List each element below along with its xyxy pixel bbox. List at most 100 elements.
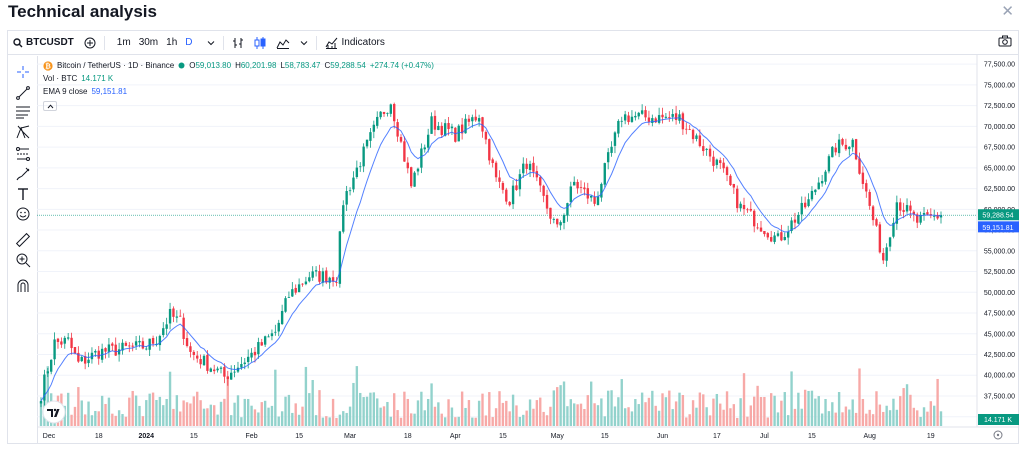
volume-bar bbox=[243, 398, 246, 426]
time-tick-label: 15 bbox=[190, 433, 198, 440]
tradingview-logo[interactable] bbox=[42, 400, 66, 424]
screenshot-button[interactable] bbox=[998, 35, 1012, 50]
candle-body bbox=[488, 139, 491, 161]
crosshair-icon[interactable] bbox=[15, 64, 31, 80]
candle-body bbox=[668, 117, 671, 118]
candle-body bbox=[233, 371, 236, 373]
volume-bar bbox=[450, 407, 454, 426]
candle-body bbox=[172, 308, 175, 317]
candle-body bbox=[359, 166, 362, 168]
legend-collapse-button[interactable] bbox=[43, 101, 57, 111]
volume-bar bbox=[719, 403, 722, 426]
candle-body bbox=[308, 277, 311, 282]
drawing-toolbar bbox=[8, 56, 38, 443]
price-tick-label: 77,500.00 bbox=[984, 62, 1015, 69]
volume-bar bbox=[573, 403, 576, 426]
chart-legend: ₿ Bitcoin / TetherUS · 1D · Binance O59,… bbox=[43, 59, 434, 111]
trend-line-icon[interactable] bbox=[15, 85, 31, 101]
volume-bar bbox=[355, 366, 359, 426]
candle-body bbox=[698, 135, 702, 147]
volume-bar bbox=[756, 385, 759, 426]
zoom-in-icon[interactable] bbox=[15, 252, 31, 268]
volume-bar bbox=[634, 399, 637, 426]
volume-bar bbox=[647, 397, 651, 426]
candle-body bbox=[467, 118, 471, 122]
candle-body bbox=[410, 167, 413, 187]
chevron-down-icon bbox=[207, 40, 214, 45]
interval-30m[interactable]: 30m bbox=[138, 37, 159, 48]
legend-close: 59,288.54 bbox=[330, 61, 366, 70]
volume-bar bbox=[474, 417, 477, 426]
candle-body bbox=[202, 355, 206, 366]
candle-body bbox=[253, 351, 257, 356]
legend-ema-row[interactable]: EMA 9 close 59,151.81 bbox=[43, 85, 434, 98]
candle-body bbox=[759, 227, 763, 232]
candles-style-button[interactable] bbox=[249, 31, 271, 55]
volume-bar bbox=[274, 369, 277, 426]
volume-bar bbox=[685, 417, 688, 426]
area-style-button[interactable] bbox=[271, 31, 295, 55]
candle-body bbox=[573, 181, 576, 186]
volume-bar bbox=[301, 406, 304, 426]
candle-body bbox=[199, 359, 202, 365]
candle-body bbox=[705, 148, 708, 150]
ruler-icon[interactable] bbox=[15, 232, 31, 248]
candle-body bbox=[457, 125, 460, 142]
interval-1m[interactable]: 1m bbox=[116, 37, 131, 48]
bar-chart-icon bbox=[232, 37, 243, 48]
volume-bar bbox=[535, 400, 539, 426]
bars-style-button[interactable] bbox=[227, 31, 249, 55]
close-icon[interactable]: ✕ bbox=[1001, 3, 1014, 20]
time-tick-label: 15 bbox=[808, 433, 816, 440]
volume-bar bbox=[134, 395, 138, 426]
candle-body bbox=[117, 349, 121, 355]
candle-body bbox=[134, 341, 138, 346]
candle-body bbox=[926, 212, 929, 215]
volume-bar bbox=[77, 387, 80, 426]
volume-bar bbox=[308, 393, 311, 426]
volume-bar bbox=[552, 390, 556, 426]
time-settings-button[interactable] bbox=[993, 430, 1003, 440]
volume-bar bbox=[637, 404, 640, 426]
candle-body bbox=[695, 135, 698, 139]
candle-body bbox=[73, 346, 77, 354]
compare-symbol-button[interactable] bbox=[79, 31, 101, 55]
candle-body bbox=[379, 111, 382, 118]
candle-body bbox=[556, 218, 559, 225]
candle-body bbox=[175, 316, 179, 318]
candle-body bbox=[613, 132, 617, 146]
horizontal-lines-icon[interactable] bbox=[15, 104, 31, 120]
volume-bar bbox=[936, 378, 939, 426]
chart-type-dropdown[interactable] bbox=[295, 31, 313, 55]
magnet-icon[interactable] bbox=[15, 278, 31, 294]
pitchfork-icon[interactable] bbox=[15, 124, 31, 140]
symbol-search[interactable]: BTCUSDT bbox=[8, 31, 79, 55]
interval-dropdown[interactable] bbox=[202, 31, 220, 55]
candle-body bbox=[471, 117, 474, 122]
interval-1h[interactable]: 1h bbox=[166, 37, 178, 48]
volume-bar bbox=[345, 412, 348, 426]
brush-icon[interactable] bbox=[15, 166, 31, 182]
volume-bar bbox=[501, 402, 505, 426]
candle-body bbox=[742, 204, 746, 210]
projection-icon[interactable] bbox=[15, 146, 31, 162]
candle-body bbox=[389, 104, 392, 114]
candle-body bbox=[355, 167, 359, 178]
legend-volume-row[interactable]: Vol · BTC 14.171 K bbox=[43, 72, 434, 85]
price-chart[interactable]: 77,500.00 75,000.00 72,500.00 70,000.00 67,5… bbox=[37, 55, 1019, 443]
interval-d[interactable]: D bbox=[185, 37, 193, 48]
price-tick-label: 72,500.00 bbox=[984, 103, 1015, 110]
emoji-icon[interactable] bbox=[15, 206, 31, 222]
candle-body bbox=[165, 324, 168, 329]
indicators-button[interactable]: Indicators bbox=[320, 31, 390, 55]
text-icon[interactable] bbox=[15, 186, 31, 202]
volume-bar bbox=[875, 391, 878, 426]
time-tick-label: 18 bbox=[95, 433, 103, 440]
candle-body bbox=[882, 252, 885, 261]
volume-bar bbox=[260, 402, 263, 426]
candle-body bbox=[437, 125, 440, 131]
indicators-icon bbox=[325, 37, 337, 49]
candle-body bbox=[297, 284, 301, 293]
volume-bar bbox=[803, 389, 807, 426]
volume-bar bbox=[776, 412, 780, 426]
